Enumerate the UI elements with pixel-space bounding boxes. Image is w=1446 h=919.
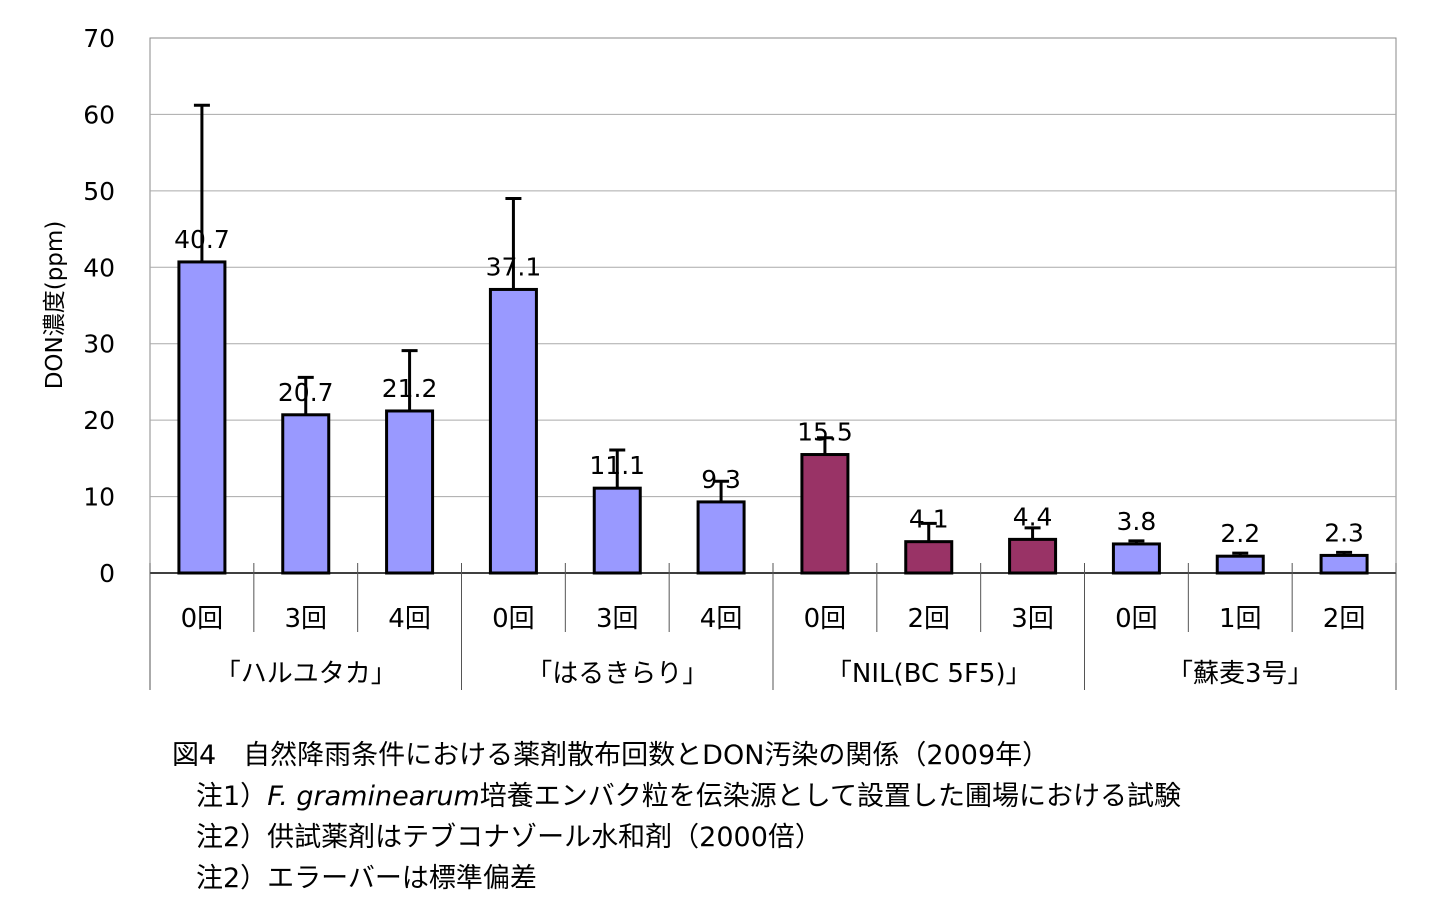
x-tick-label: 3回 (1011, 604, 1054, 634)
x-tick-label: 0回 (181, 604, 224, 634)
note-1-species: F. graminearum (267, 781, 480, 812)
note-2: 注2）供試薬剤はテブコナゾール水和剤（2000倍） (196, 822, 822, 853)
data-label: 4.1 (909, 505, 949, 534)
bar (177, 260, 227, 575)
data-label: 4.4 (1013, 502, 1053, 531)
y-tick-label: 10 (83, 483, 115, 512)
x-tick-label: 2回 (907, 604, 950, 634)
data-label: 2.2 (1220, 519, 1260, 548)
group-label: 「NIL(BC 5F5)」 (826, 659, 1032, 689)
x-tick-label: 3回 (596, 604, 639, 634)
data-label: 20.7 (278, 378, 334, 407)
note-1-text: 培養エンバク粒を伝染源として設置した圃場における試験 (479, 781, 1181, 812)
bar (281, 413, 331, 575)
y-tick-label: 0 (99, 559, 115, 588)
group-label: 「ハルユタカ」 (215, 659, 397, 689)
bar-chart: 0 10 20 30 40 50 60 70 DON濃度(ppm) 40.7 0回 20.7 3回 21.… (42, 24, 1397, 690)
data-label: 11.1 (589, 451, 645, 480)
bar (592, 486, 642, 575)
x-tick-label: 4回 (700, 604, 743, 634)
figure-caption: 図4 自然降雨条件における薬剤散布回数とDON汚染の関係（2009年） (172, 740, 1050, 771)
group-label: 「蘇麦3号」 (1167, 659, 1314, 689)
bar (1215, 554, 1265, 575)
bar (385, 409, 435, 575)
data-label: 3.8 (1117, 507, 1157, 536)
x-tick-label: 1回 (1219, 604, 1262, 634)
y-tick-label: 70 (83, 24, 115, 53)
x-tick-label: 0回 (492, 604, 535, 634)
data-label: 9.3 (701, 465, 741, 494)
bar (1319, 553, 1369, 575)
bar (696, 500, 746, 575)
bar (904, 540, 954, 575)
data-label: 21.2 (382, 374, 438, 403)
bar (1111, 542, 1161, 575)
y-tick-label: 30 (83, 330, 115, 359)
x-tick-label: 0回 (1115, 604, 1158, 634)
group-label: 「はるきらり」 (526, 659, 708, 689)
x-tick-label: 2回 (1323, 604, 1366, 634)
y-axis-label: DON濃度(ppm) (42, 221, 68, 390)
data-label: 40.7 (174, 225, 230, 254)
bar (488, 287, 538, 575)
data-label: 37.1 (486, 252, 542, 281)
y-tick-label: 50 (83, 177, 115, 206)
y-tick-label: 40 (83, 253, 115, 282)
data-label: 2.3 (1324, 518, 1364, 547)
x-tick-label: 3回 (284, 604, 327, 634)
x-tick-label: 0回 (804, 604, 847, 634)
bar (1008, 537, 1058, 575)
note-3: 注2）エラーバーは標準偏差 (196, 863, 537, 894)
x-tick-label: 4回 (388, 604, 431, 634)
note-1-prefix: 注1） (196, 781, 268, 812)
y-tick-label: 60 (83, 100, 115, 129)
data-label: 15.5 (797, 418, 853, 447)
plot-area (149, 37, 1397, 574)
bar (800, 453, 850, 575)
note-1: 注1）F. graminearum培養エンバク粒を伝染源として設置した圃場におけ… (196, 774, 1181, 813)
y-tick-label: 20 (83, 406, 115, 435)
